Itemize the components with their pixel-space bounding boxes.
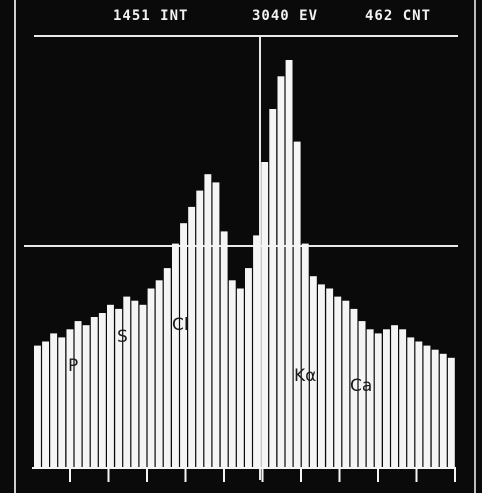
spectrum-bar [42, 341, 49, 468]
spectrum-bar [212, 182, 220, 468]
spectrum-bar [147, 288, 155, 468]
spectrum-bar [82, 325, 90, 468]
spectrum-bar [50, 333, 58, 468]
spectrum-bar [309, 276, 317, 468]
energy-readout: 3040 EV [252, 8, 319, 24]
spectrum-bar [293, 141, 301, 468]
spectrum-bar [285, 60, 293, 468]
spectrum-bar [180, 223, 187, 468]
peak-label-s: S [117, 327, 128, 347]
spectrum-bar [439, 353, 447, 468]
spectrum-bar [301, 243, 309, 468]
spectrum-bar [269, 109, 277, 468]
spectrum-bar [123, 296, 131, 468]
monitor-frame [14, 0, 476, 493]
spectrum-bar [261, 162, 269, 468]
spectrum-bar [350, 308, 358, 468]
spectrum-bar [423, 345, 431, 468]
spectrum-bar [34, 345, 41, 468]
peak-label-ca: Ca [350, 376, 372, 396]
spectrum-bar [391, 325, 398, 468]
spectrum-bar [163, 268, 171, 468]
spectrum-bar [399, 329, 407, 468]
spectrum-bar [155, 280, 163, 468]
spectrum-bar [407, 337, 415, 468]
spectrum-bar [415, 341, 423, 468]
count-readout: 462 CNT [365, 8, 432, 24]
spectrum-bars [34, 60, 455, 469]
spectrum-bar [342, 300, 350, 468]
spectrum-bar [366, 329, 374, 468]
spectrum-bar [90, 317, 98, 468]
spectrum-bar [196, 190, 204, 468]
spectrum-bar [188, 206, 196, 468]
spectrum-bar [431, 349, 439, 468]
peak-label-k-alpha: Kα [294, 366, 316, 386]
peak-label-p: P [68, 356, 78, 376]
spectrum-bar [172, 243, 179, 468]
spectrum-bar [277, 76, 285, 469]
spectrum-bar [107, 304, 114, 468]
spectrum-bar [326, 288, 334, 468]
spectrum-bar [447, 357, 455, 468]
spectrum-bar [220, 231, 228, 468]
readout-header: 1451 INT 3040 EV 462 CNT [0, 8, 482, 30]
spectrum-bar [236, 288, 244, 468]
spectrum-bar [204, 174, 212, 468]
peak-label-cl: Cl [172, 315, 189, 335]
spectrum-bar [228, 280, 236, 468]
spectrum-bar [383, 329, 390, 468]
energy-ticks [69, 468, 456, 482]
spectrum-bar [115, 308, 123, 468]
spectrum-bar [98, 313, 106, 468]
spectrum-bar [358, 321, 366, 468]
spectrum-bar [66, 329, 74, 468]
spectrum-bar [318, 284, 325, 468]
spectrum-bar [253, 235, 260, 468]
spectrum-bar [334, 296, 342, 468]
spectrum-bar [74, 321, 82, 468]
integral-readout: 1451 INT [113, 8, 189, 24]
spectrum-bar [245, 268, 252, 468]
spectrum-bar [139, 304, 147, 468]
spectrum-bar [58, 337, 66, 468]
spectrum-bar [374, 333, 382, 468]
spectrum-bar [131, 300, 139, 468]
